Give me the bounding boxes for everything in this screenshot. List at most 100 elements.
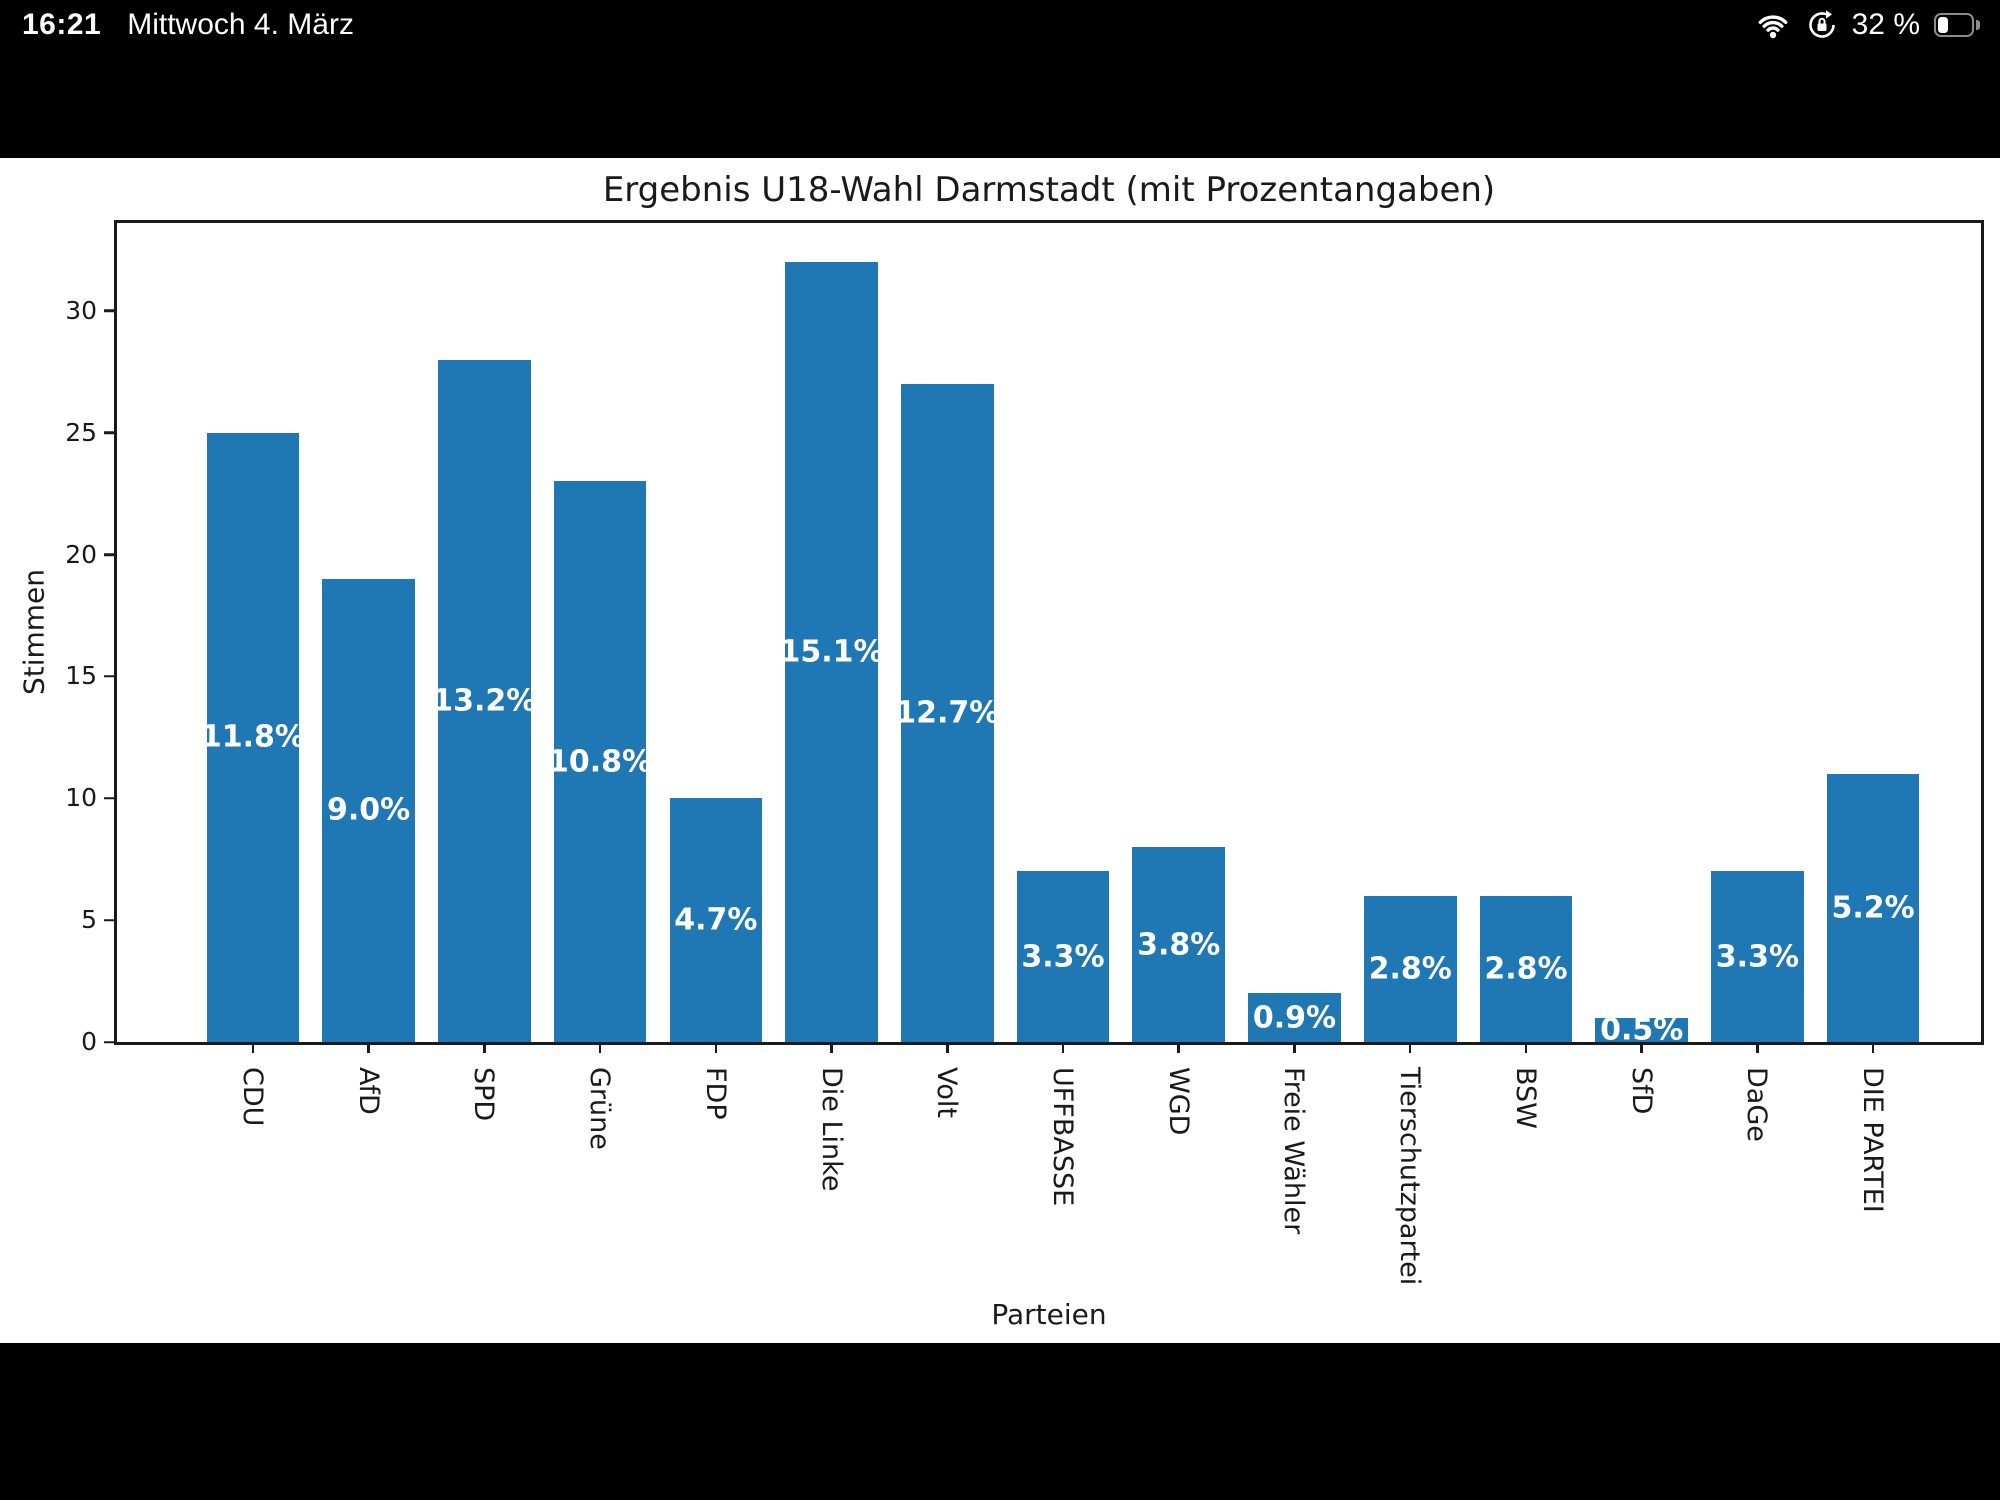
x-tick-label: Tierschutzpartei xyxy=(1394,1067,1426,1286)
x-tick-label: UFFBASSE xyxy=(1047,1067,1078,1207)
x-tick-mark xyxy=(830,1042,833,1053)
x-tick-slot xyxy=(1815,1042,1931,1054)
x-tick-label: BSW xyxy=(1509,1067,1541,1129)
status-bar: 16:21 Mittwoch 4. März xyxy=(0,0,2000,52)
x-tick-label: Grüne xyxy=(584,1067,616,1150)
status-date: Mittwoch 4. März xyxy=(127,8,354,41)
bar-percent-label: 3.3% xyxy=(1715,939,1800,975)
x-tick-label: AfD xyxy=(352,1067,384,1115)
x-tick-slot xyxy=(1237,1042,1353,1054)
x-tick-label: Die Linke xyxy=(815,1067,847,1192)
x-tick-label: DIE PARTEI xyxy=(1857,1067,1889,1213)
bar-SPD: 13.2% xyxy=(432,359,536,1042)
chart-panel: Ergebnis U18-Wahl Darmstadt (mit Prozent… xyxy=(0,158,2000,1343)
bar-slot: 15.1% xyxy=(774,223,890,1042)
x-tick-mark xyxy=(1524,1042,1528,1053)
y-axis-label: Stimmen xyxy=(17,568,51,696)
y-tick-mark xyxy=(104,675,115,678)
x-tick-label: SPD xyxy=(468,1067,500,1122)
x-tick-mark xyxy=(1177,1042,1180,1053)
bar-slot: 9.0% xyxy=(311,223,427,1042)
bar-percent-label: 12.7% xyxy=(895,695,1000,731)
bar-Freie Wähler: 0.9% xyxy=(1248,993,1341,1042)
clock-time: 16:21 xyxy=(22,8,102,41)
battery-nub xyxy=(1976,20,1980,30)
bar-SfD: 0.5% xyxy=(1595,1012,1688,1047)
x-tick-mark xyxy=(1293,1042,1296,1053)
x-tick-slot xyxy=(1584,1042,1700,1054)
x-tick-slot xyxy=(311,1042,427,1054)
y-tick-mark xyxy=(104,1040,115,1044)
battery-shell xyxy=(1934,13,1974,37)
x-tick-mark xyxy=(251,1042,255,1053)
y-tick-mark xyxy=(104,918,115,922)
chart-title: Ergebnis U18-Wahl Darmstadt (mit Prozent… xyxy=(602,170,1496,210)
x-tick-slot xyxy=(1121,1042,1237,1054)
x-tick-slot xyxy=(542,1042,658,1054)
x-tick-mark xyxy=(367,1042,370,1053)
bar-slot: 3.8% xyxy=(1121,223,1237,1042)
bar-percent-label: 5.2% xyxy=(1831,890,1915,926)
bar-percent-label: 0.9% xyxy=(1252,1000,1337,1036)
bar-slot: 3.3% xyxy=(1005,223,1121,1042)
bar-WGD: 3.8% xyxy=(1132,847,1226,1042)
battery-icon xyxy=(1934,13,1980,37)
orientation-lock-icon xyxy=(1806,9,1838,41)
bar-percent-label: 3.3% xyxy=(1021,939,1105,975)
bar-DIE PARTEI: 5.2% xyxy=(1826,773,1920,1042)
bar-percent-label: 11.8% xyxy=(200,719,305,755)
bar-slot: 2.8% xyxy=(1352,223,1468,1042)
y-tick-mark xyxy=(104,797,115,800)
x-tick-mark xyxy=(1640,1042,1643,1053)
bar-percent-label: 0.5% xyxy=(1600,1012,1684,1048)
x-tick-slot xyxy=(889,1042,1005,1054)
bar-FDP: 4.7% xyxy=(669,798,763,1042)
bar-slot: 4.7% xyxy=(658,223,774,1042)
bar-slot: 13.2% xyxy=(426,223,542,1042)
y-tick-mark xyxy=(104,553,115,556)
x-tick-label: SfD xyxy=(1625,1067,1657,1115)
x-tick-mark xyxy=(1061,1042,1065,1053)
x-tick-slot xyxy=(658,1042,774,1054)
x-tick-label: FDP xyxy=(699,1067,731,1120)
bar-Die Linke: 15.1% xyxy=(779,262,884,1042)
bar-slot: 10.8% xyxy=(542,223,658,1042)
bar-percent-label: 13.2% xyxy=(432,683,537,719)
bar-Volt: 12.7% xyxy=(895,383,999,1042)
bar-CDU: 11.8% xyxy=(201,432,305,1042)
x-tick-mark xyxy=(1756,1042,1759,1053)
status-bar-left: 16:21 Mittwoch 4. März xyxy=(22,8,354,42)
y-tick-mark xyxy=(104,309,115,312)
bar-percent-label: 9.0% xyxy=(326,792,411,828)
y-tick-mark xyxy=(104,431,115,434)
bars: 11.8% 9.0% 13.2% 10.8% 4.7% 15.1% 12.7% 3.3% 3.8… xyxy=(117,223,1981,1047)
x-tick-label: Freie Wähler xyxy=(1278,1067,1310,1235)
x-tick-mark xyxy=(946,1042,949,1053)
x-tick-marks xyxy=(117,1042,1981,1054)
plot-area: 11.8% 9.0% 13.2% 10.8% 4.7% 15.1% 12.7% 3.3% 3.8… xyxy=(65,220,1984,1285)
x-tick-slot xyxy=(1468,1042,1584,1054)
x-tick-mark xyxy=(483,1042,486,1053)
x-tick-label: DaGe xyxy=(1741,1067,1773,1142)
bar-percent-label: 2.8% xyxy=(1484,951,1568,987)
battery-percent-label: 32 % xyxy=(1851,8,1920,41)
x-tick-label: WGD xyxy=(1162,1067,1194,1136)
bar-slot: 3.3% xyxy=(1700,223,1816,1042)
bar-BSW: 2.8% xyxy=(1479,895,1573,1042)
bar-slot: 0.9% xyxy=(1237,223,1353,1042)
bar-Tierschutzpartei: 2.8% xyxy=(1363,895,1457,1042)
bar-Grüne: 10.8% xyxy=(548,481,652,1042)
bar-slot: 12.7% xyxy=(889,223,1005,1042)
bar-percent-label: 2.8% xyxy=(1368,951,1452,987)
x-tick-label: CDU xyxy=(236,1067,268,1127)
x-tick-slot xyxy=(426,1042,542,1054)
x-tick-mark xyxy=(598,1042,602,1053)
x-tick-slot xyxy=(1005,1042,1121,1054)
battery-fill xyxy=(1938,17,1948,33)
x-tick-slot xyxy=(1352,1042,1468,1054)
bar-percent-label: 15.1% xyxy=(779,634,884,670)
x-tick-label: Volt xyxy=(931,1067,963,1118)
bar-percent-label: 4.7% xyxy=(674,902,758,938)
bar-UFFBASSE: 3.3% xyxy=(1016,871,1110,1042)
